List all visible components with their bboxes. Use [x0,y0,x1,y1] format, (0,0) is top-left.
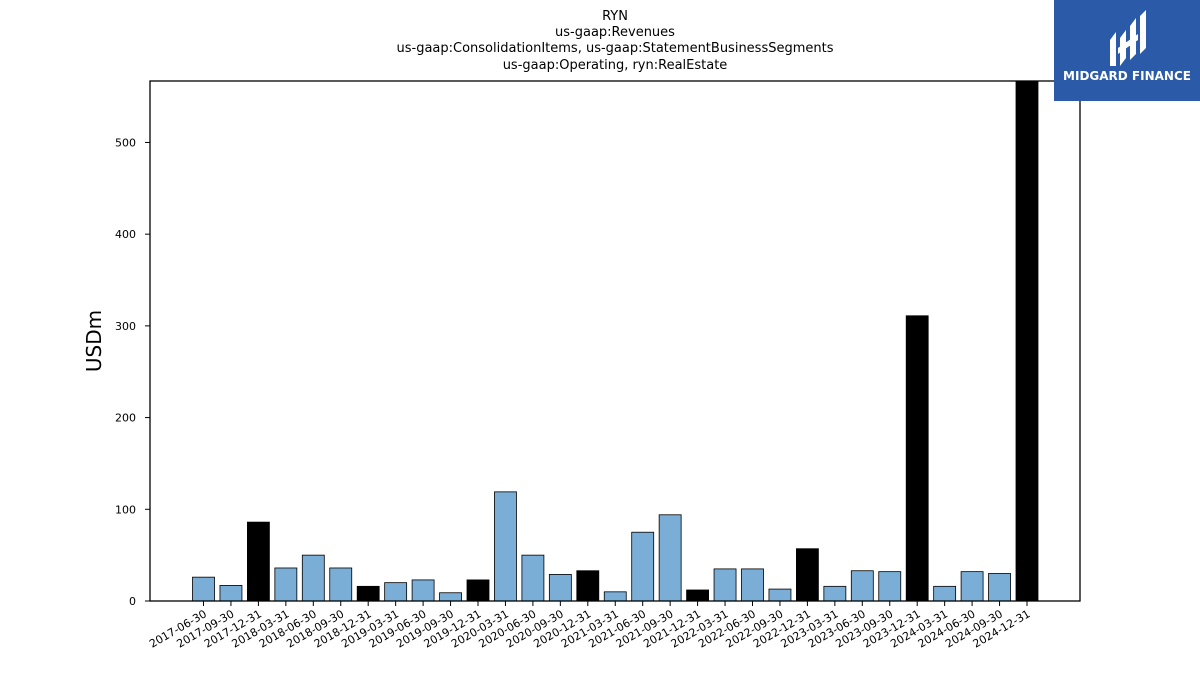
bar-2024-09-30 [988,573,1011,602]
bar-2017-12-31 [246,521,270,602]
y-tick-label: 200 [115,412,136,425]
bar-2023-03-31 [823,585,847,602]
y-tick-label: 100 [115,503,136,516]
y-tick-label: 500 [115,136,136,149]
bar-2017-06-30 [192,576,215,602]
bar-2021-12-31 [686,589,709,602]
bar-2023-09-30 [878,571,902,602]
title-line-ticker: RYN [602,9,628,24]
y-tick-label: 0 [129,595,136,608]
bar-2019-06-30 [411,579,435,602]
bar-2022-03-31 [713,568,737,602]
bar-2019-09-30 [439,592,462,602]
bar-2018-12-31 [356,585,380,602]
bar-2024-06-30 [960,571,984,602]
bar-2019-03-31 [384,582,408,602]
y-tick-label: 300 [115,320,136,333]
y-axis-ticks: 0 100 200 300 400 500 [115,136,150,608]
bar-2024-03-31 [933,585,957,602]
midgard-finance-logo: MIDGARD FINANCE [1054,0,1200,101]
bar-2018-09-30 [329,567,353,602]
x-axis-ticks: 2017-06-302017-09-302017-12-312018-03-31… [147,601,1033,651]
midgard-logo-icon [1110,10,1146,66]
bar-2022-12-31 [796,548,819,602]
plot-area-frame [149,80,1081,602]
title-line-axis: us-gaap:ConsolidationItems, us-gaap:Stat… [396,41,833,56]
bar-2020-06-30 [521,554,545,602]
bar-2021-03-31 [603,591,627,602]
y-axis-label: USDm [82,310,106,372]
bar-2022-06-30 [741,568,764,602]
title-line-members: us-gaap:Operating, ryn:RealEstate [503,58,728,73]
bar-2018-03-31 [274,567,298,602]
bar-2017-09-30 [219,585,243,602]
title-line-concept: us-gaap:Revenues [555,25,675,40]
y-tick-label: 400 [115,228,136,241]
bar-2020-03-31 [494,491,517,602]
bar-2022-09-30 [768,588,792,602]
bar-2020-12-31 [576,570,600,602]
chart-title: RYN us-gaap:Revenues us-gaap:Consolidati… [396,9,833,73]
bar-2021-06-30 [631,531,655,602]
bar-2019-12-31 [466,579,490,602]
bar-2021-09-30 [658,514,682,602]
bar-2023-12-31 [905,315,929,602]
logo-text: MIDGARD FINANCE [1063,69,1191,83]
bar-2018-06-30 [301,554,325,602]
bar-series [192,80,1039,602]
bar-2023-06-30 [850,570,874,602]
bar-2024-12-31 [1015,80,1039,602]
bar-2020-09-30 [548,574,572,602]
